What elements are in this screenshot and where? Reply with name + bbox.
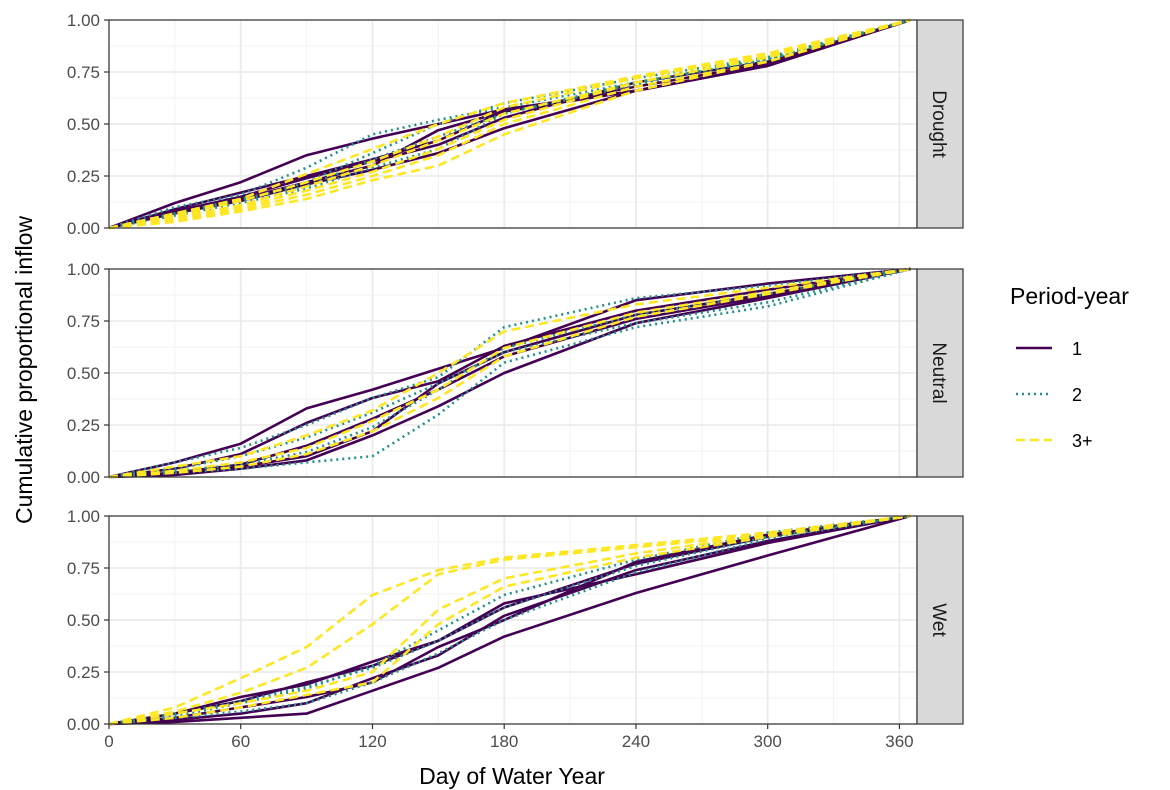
legend-label: 3+ [1072, 431, 1093, 451]
series-line-3+ [108, 514, 911, 726]
facet-strip-label: Neutral [928, 342, 949, 403]
facet-strip [916, 19, 964, 229]
series-line-3+ [108, 18, 911, 230]
series-line-1 [108, 514, 911, 726]
series-line-1 [108, 267, 911, 479]
series-line-3+ [108, 18, 911, 230]
x-tick-label: 60 [231, 732, 250, 751]
series-line-1 [108, 514, 911, 726]
legend-title: Period-year [1010, 283, 1129, 309]
series-line-2 [108, 18, 911, 230]
panels-layer: 0.000.250.500.751.00Drought0.000.250.500… [67, 11, 964, 751]
x-axis-title: Day of Water Year [419, 763, 605, 789]
series-line-3+ [108, 267, 911, 479]
facet-strip [916, 515, 964, 725]
series-line-3+ [108, 18, 911, 230]
y-tick-label: 0.25 [67, 416, 100, 435]
series-line-1 [108, 267, 911, 479]
y-tick-label: 0.25 [67, 663, 100, 682]
series-line-2 [108, 267, 911, 479]
panel-drought: 0.00 0.25 0.50 0.75 1.00 Drought [67, 11, 964, 238]
panel-neutral: 0.00 0.25 0.50 0.75 1.00 Neutral [67, 260, 964, 487]
y-tick-label: 0.00 [67, 468, 100, 487]
facet-strip-label: Drought [928, 90, 949, 158]
series-line-3+ [108, 267, 911, 479]
x-tick-label: 240 [622, 732, 650, 751]
series-line-2 [108, 267, 911, 479]
y-tick-label: 0.75 [67, 312, 100, 331]
y-tick-label: 0.25 [67, 167, 100, 186]
panel-wet: 0.00 0.25 0.50 0.75 1.00 Wet 0 60 120 180 240 300 36… [67, 507, 964, 751]
y-tick-label: 0.00 [67, 219, 100, 238]
x-tick-label: 180 [490, 732, 518, 751]
x-tick-label: 0 [104, 732, 113, 751]
y-tick-label: 1.00 [67, 260, 100, 279]
series-line-1 [108, 514, 911, 726]
y-tick-label: 0.75 [67, 559, 100, 578]
legend-label: 2 [1072, 385, 1082, 405]
series-line-3+ [108, 514, 911, 726]
legend-label: 1 [1072, 339, 1082, 359]
legend: Period-year 1 2 3+ [1010, 283, 1129, 451]
x-tick-label: 360 [885, 732, 913, 751]
y-tick-label: 1.00 [67, 507, 100, 526]
y-tick-label: 0.50 [67, 364, 100, 383]
x-tick-label: 300 [754, 732, 782, 751]
facet-strip [916, 268, 964, 478]
y-tick-label: 0.00 [67, 715, 100, 734]
series-line-3+ [108, 18, 911, 230]
y-tick-label: 0.75 [67, 63, 100, 82]
y-tick-label: 0.50 [67, 611, 100, 630]
series-line-3+ [108, 18, 911, 230]
y-axis-title: Cumulative proportional inflow [11, 216, 37, 524]
y-tick-label: 0.50 [67, 115, 100, 134]
series-line-3+ [108, 514, 911, 726]
x-tick-label: 120 [358, 732, 386, 751]
series-line-3+ [108, 514, 911, 726]
series-line-2 [108, 514, 911, 726]
facet-strip-label: Wet [928, 603, 949, 637]
y-tick-label: 1.00 [67, 11, 100, 30]
series-line-3+ [108, 267, 911, 479]
